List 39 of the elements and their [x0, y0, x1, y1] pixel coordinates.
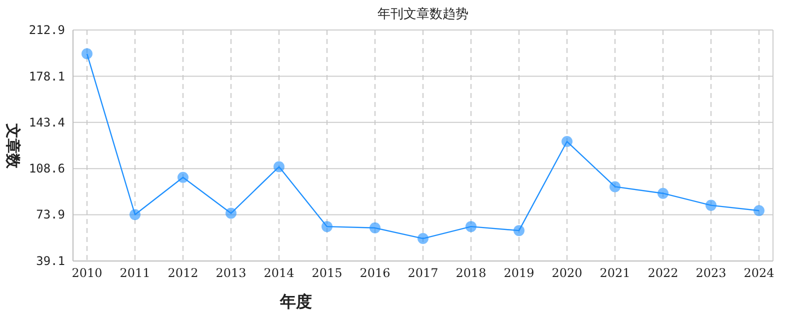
point: [178, 172, 188, 183]
point: [226, 208, 236, 219]
point: [610, 181, 620, 192]
point: [706, 200, 716, 211]
x-tick-label: 2011: [120, 266, 150, 280]
x-tick-label: 2024: [744, 266, 775, 280]
x-tick-label: 2021: [600, 266, 630, 280]
y-tick-label: 108.6: [28, 162, 65, 176]
point: [658, 188, 668, 199]
x-tick-label: 2023: [696, 266, 726, 280]
point: [82, 48, 92, 60]
x-tick-label: 2019: [504, 266, 534, 280]
x-tick-label: 2013: [216, 266, 246, 280]
x-tick-label: 2012: [168, 266, 198, 280]
y-tick-label: 178.1: [28, 69, 65, 84]
point: [130, 209, 140, 220]
x-tick-label: 2018: [456, 266, 486, 280]
point: [418, 233, 428, 244]
point: [466, 221, 476, 232]
x-tick-label: 2016: [360, 266, 390, 280]
y-tick-label: 39.1: [36, 254, 65, 268]
x-tick-label: 2017: [408, 266, 438, 280]
x-tick-label: 2015: [312, 266, 342, 280]
point: [274, 161, 284, 172]
point: [322, 221, 332, 232]
x-tick-label: 2014: [264, 266, 295, 280]
point: [562, 136, 572, 148]
x-tick-label: 2010: [72, 266, 102, 280]
chart-title: 年刊文章数趋势: [378, 7, 468, 22]
y-tick-label: 73.9: [36, 208, 65, 222]
point: [370, 222, 380, 234]
x-tick-label: 2020: [552, 266, 582, 280]
point: [754, 205, 764, 216]
y-axis-title: 文章数: [4, 122, 22, 170]
x-axis-title: 年度: [279, 292, 312, 311]
y-tick-label: 212.9: [28, 23, 65, 37]
x-tick-label: 2022: [648, 266, 678, 280]
y-tick-label: 143.4: [28, 115, 65, 130]
point: [514, 225, 524, 236]
